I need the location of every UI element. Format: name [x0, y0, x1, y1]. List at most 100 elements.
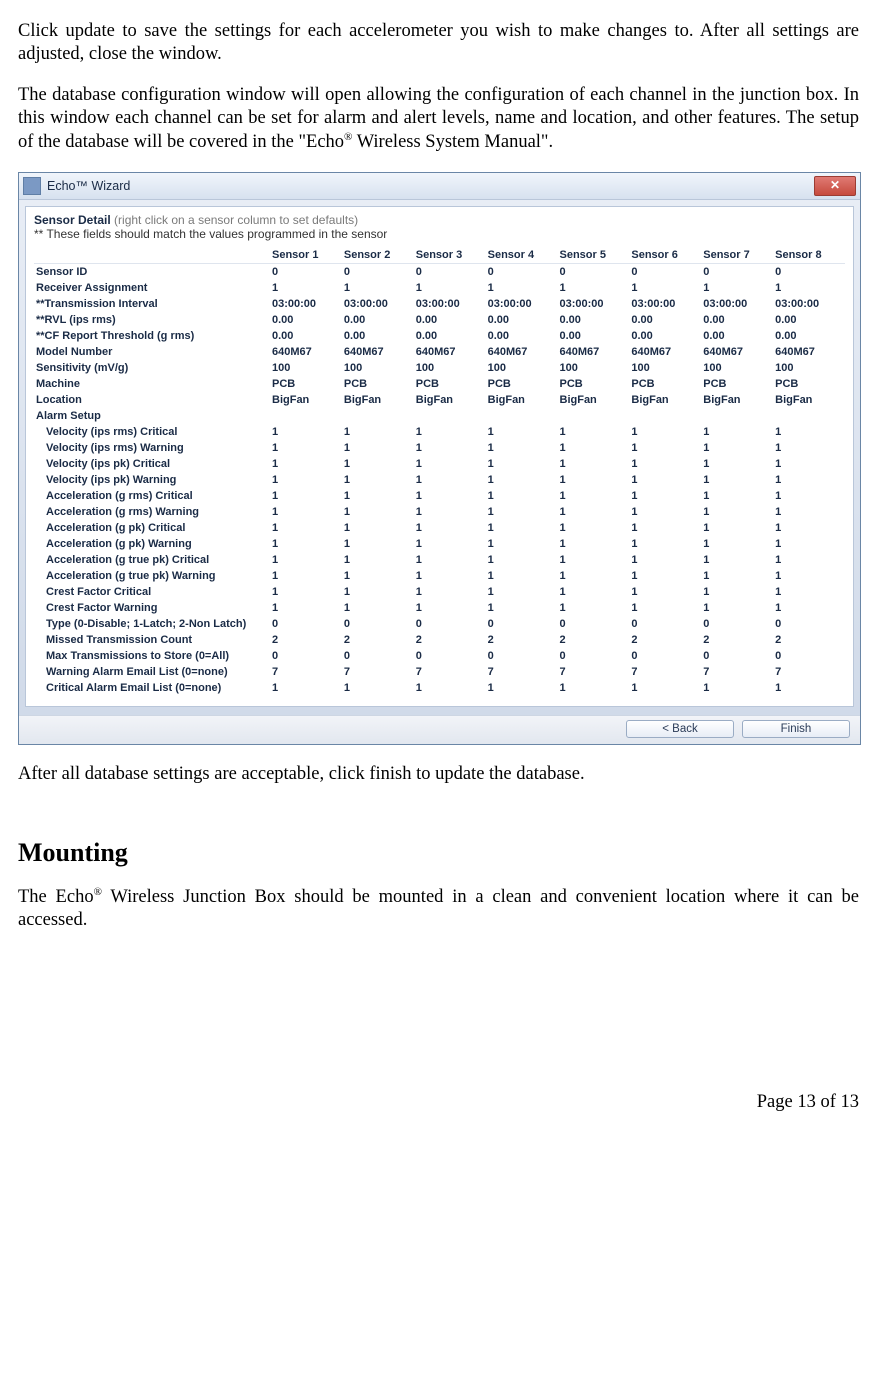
- cell-value[interactable]: 1: [270, 488, 342, 504]
- cell-value[interactable]: 1: [486, 552, 558, 568]
- cell-value[interactable]: 0: [701, 616, 773, 632]
- cell-value[interactable]: 1: [701, 456, 773, 472]
- cell-value[interactable]: 1: [486, 680, 558, 696]
- cell-value[interactable]: 1: [270, 600, 342, 616]
- cell-value[interactable]: 1: [558, 584, 630, 600]
- cell-value[interactable]: 03:00:00: [773, 296, 845, 312]
- cell-value[interactable]: 03:00:00: [701, 296, 773, 312]
- cell-value[interactable]: 1: [558, 488, 630, 504]
- cell-value[interactable]: 2: [270, 632, 342, 648]
- cell-value[interactable]: 03:00:00: [558, 296, 630, 312]
- cell-value[interactable]: 1: [270, 680, 342, 696]
- cell-value[interactable]: 0: [773, 648, 845, 664]
- cell-value[interactable]: 1: [342, 424, 414, 440]
- cell-value[interactable]: 0: [629, 263, 701, 280]
- cell-value[interactable]: 0: [342, 263, 414, 280]
- cell-value[interactable]: 0: [486, 616, 558, 632]
- cell-value[interactable]: 1: [270, 440, 342, 456]
- cell-value[interactable]: 1: [414, 568, 486, 584]
- cell-value[interactable]: 1: [270, 536, 342, 552]
- cell-value[interactable]: 1: [270, 456, 342, 472]
- cell-value[interactable]: 1: [558, 680, 630, 696]
- cell-value[interactable]: 1: [558, 456, 630, 472]
- cell-value[interactable]: 1: [486, 520, 558, 536]
- cell-value[interactable]: 1: [629, 584, 701, 600]
- cell-value[interactable]: 100: [558, 360, 630, 376]
- cell-value[interactable]: 1: [773, 424, 845, 440]
- cell-value[interactable]: 0: [773, 616, 845, 632]
- cell-value[interactable]: PCB: [342, 376, 414, 392]
- cell-value[interactable]: 1: [701, 584, 773, 600]
- cell-value[interactable]: 1: [486, 600, 558, 616]
- cell-value[interactable]: 0: [486, 648, 558, 664]
- cell-value[interactable]: 0.00: [414, 328, 486, 344]
- cell-value[interactable]: 1: [629, 280, 701, 296]
- cell-value[interactable]: 1: [701, 552, 773, 568]
- cell-value[interactable]: 1: [629, 440, 701, 456]
- cell-value[interactable]: 1: [270, 472, 342, 488]
- cell-value[interactable]: 1: [342, 520, 414, 536]
- cell-value[interactable]: 1: [629, 600, 701, 616]
- cell-value[interactable]: 1: [342, 552, 414, 568]
- cell-value[interactable]: 1: [701, 504, 773, 520]
- cell-value[interactable]: 1: [629, 424, 701, 440]
- cell-value[interactable]: 0: [558, 616, 630, 632]
- cell-value[interactable]: 7: [629, 664, 701, 680]
- cell-value[interactable]: 2: [342, 632, 414, 648]
- cell-value[interactable]: 0: [414, 616, 486, 632]
- cell-value[interactable]: 1: [558, 472, 630, 488]
- cell-value[interactable]: 1: [701, 472, 773, 488]
- cell-value[interactable]: 0: [342, 616, 414, 632]
- cell-value[interactable]: 7: [701, 664, 773, 680]
- cell-value[interactable]: 1: [414, 504, 486, 520]
- cell-value[interactable]: 1: [486, 280, 558, 296]
- cell-value[interactable]: 0.00: [701, 328, 773, 344]
- cell-value[interactable]: 2: [414, 632, 486, 648]
- cell-value[interactable]: 1: [701, 440, 773, 456]
- cell-value[interactable]: 1: [414, 536, 486, 552]
- cell-value[interactable]: 1: [558, 536, 630, 552]
- cell-value[interactable]: 1: [629, 520, 701, 536]
- cell-value[interactable]: 1: [414, 680, 486, 696]
- back-button[interactable]: < Back: [626, 720, 734, 738]
- cell-value[interactable]: 1: [486, 568, 558, 584]
- cell-value[interactable]: 640M67: [486, 344, 558, 360]
- cell-value[interactable]: 2: [701, 632, 773, 648]
- cell-value[interactable]: 1: [342, 680, 414, 696]
- cell-value[interactable]: 1: [701, 488, 773, 504]
- cell-value[interactable]: 100: [270, 360, 342, 376]
- cell-value[interactable]: 1: [773, 520, 845, 536]
- cell-value[interactable]: 1: [270, 520, 342, 536]
- cell-value[interactable]: 2: [558, 632, 630, 648]
- cell-value[interactable]: 1: [342, 280, 414, 296]
- cell-value[interactable]: 0: [629, 648, 701, 664]
- cell-value[interactable]: 1: [486, 536, 558, 552]
- cell-value[interactable]: 1: [558, 552, 630, 568]
- cell-value[interactable]: 03:00:00: [342, 296, 414, 312]
- cell-value[interactable]: 1: [701, 568, 773, 584]
- cell-value[interactable]: 03:00:00: [629, 296, 701, 312]
- cell-value[interactable]: 1: [414, 472, 486, 488]
- cell-value[interactable]: 1: [486, 472, 558, 488]
- cell-value[interactable]: 1: [773, 600, 845, 616]
- cell-value[interactable]: 1: [773, 680, 845, 696]
- cell-value[interactable]: 1: [486, 488, 558, 504]
- cell-value[interactable]: 2: [773, 632, 845, 648]
- cell-value[interactable]: 1: [414, 520, 486, 536]
- cell-value[interactable]: 640M67: [558, 344, 630, 360]
- cell-value[interactable]: 1: [414, 488, 486, 504]
- cell-value[interactable]: 1: [558, 440, 630, 456]
- cell-value[interactable]: 0.00: [270, 312, 342, 328]
- cell-value[interactable]: BigFan: [629, 392, 701, 408]
- cell-value[interactable]: 0.00: [486, 328, 558, 344]
- cell-value[interactable]: 1: [414, 552, 486, 568]
- cell-value[interactable]: 0: [701, 648, 773, 664]
- cell-value[interactable]: 1: [629, 568, 701, 584]
- cell-value[interactable]: 1: [773, 488, 845, 504]
- cell-value[interactable]: 100: [701, 360, 773, 376]
- cell-value[interactable]: 1: [342, 440, 414, 456]
- cell-value[interactable]: 100: [773, 360, 845, 376]
- cell-value[interactable]: 0.00: [701, 312, 773, 328]
- cell-value[interactable]: 2: [629, 632, 701, 648]
- cell-value[interactable]: 7: [486, 664, 558, 680]
